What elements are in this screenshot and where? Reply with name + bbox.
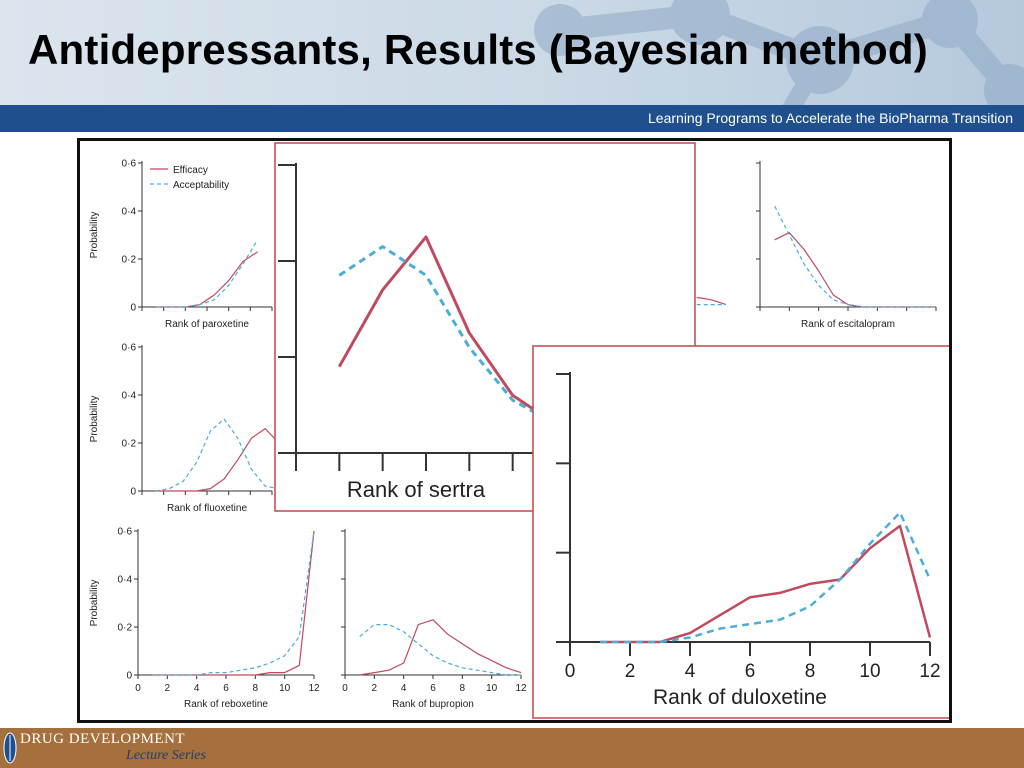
x-tick-label: 10 [486,683,498,694]
chart-reboxetine: 0·6 0·4 0·2 00 2 4 6 8 10 12 Rank of reboxetine Pro… [89,527,320,711]
charts-svg: 0·6 0·4 0·2 0 Rank of paroxetine Probability E… [89,142,949,719]
chart-fluoxetine: 0·6 0·4 0·2 0 Rank of fluoxetine Probability [89,343,280,514]
x-tick-label: 0 [135,683,141,694]
x-tick-label: 6 [430,683,436,694]
x-axis-label: Rank of reboxetine [184,699,268,710]
legend-label-efficacy: Efficacy [173,165,208,176]
y-tick-label: 0·6 [118,527,133,538]
y-tick-label: 0 [130,487,136,498]
x-tick-label: 4 [401,683,407,694]
y-tick-label: 0·2 [122,255,137,266]
series-line-acceptability [600,511,932,644]
x-tick-label: 4 [194,683,200,694]
footer-logo-subtext: Lecture Series [126,748,206,763]
series-line-efficacy [774,231,936,308]
x-axis-label: Rank of sertra [347,477,486,502]
x-tick-label: 6 [745,661,756,682]
y-tick-label: 0·6 [122,159,137,170]
y-axis-label: Probability [89,580,100,627]
x-axis-label: Rank of bupropion [392,699,474,710]
y-tick-label: 0·4 [122,391,137,402]
x-tick-label: 0 [565,661,576,682]
series-line-acceptability [774,205,936,308]
x-tick-label: 2 [372,683,378,694]
series-line-acceptability [156,239,259,308]
x-tick-label: 2 [625,661,636,682]
legend-label-acceptability: Acceptability [173,180,229,191]
x-tick-label: 10 [279,683,291,694]
chart-fluvoxamine-partial [696,296,727,306]
series-line-efficacy [337,235,557,426]
subtitle-text: Learning Programs to Accelerate the BioP… [648,110,1013,126]
header-banner: Antidepressants, Results (Bayesian metho… [0,0,1024,105]
footer-bar: DRUG DEVELOPMENT Lecture Series [0,728,1024,768]
x-axis-label: Rank of paroxetine [165,319,249,330]
chart-bupropion: 0 2 4 6 8 10 12 Rank of bupropion [341,529,527,710]
y-axis-label: Probability [89,396,100,443]
y-tick-label: 0·2 [118,623,133,634]
series-line-acceptability [155,418,279,492]
x-tick-label: 8 [460,683,466,694]
x-tick-label: 4 [685,661,696,682]
x-axis-label: Rank of escitalopram [801,319,895,330]
x-tick-label: 12 [919,661,940,682]
x-tick-label: 10 [859,661,880,682]
series-line-acceptability [338,245,557,426]
molecule-background-graphic [534,0,1024,105]
chart-duloxetine-zoom: 0 2 4 6 8 10 12 Rank of duloxetine [532,345,949,719]
chart-paroxetine: 0·6 0·4 0·2 0 Rank of paroxetine Probability E… [89,159,273,330]
x-tick-label: 12 [515,683,527,694]
logo-icon [3,732,17,764]
series-line-efficacy [152,530,315,676]
y-axis-label: Probability [89,212,100,259]
x-tick-label: 2 [165,683,171,694]
zoom-panel-duloxetine-zoom [532,345,949,719]
series-line-efficacy [359,619,522,676]
x-tick-label: 12 [308,683,320,694]
chart-escitalopram: Rank of escitalopram [756,161,937,330]
x-tick-label: 0 [342,683,348,694]
slide-title: Antidepressants, Results (Bayesian metho… [28,26,928,73]
footer-logo-text: DRUG DEVELOPMENT [20,731,186,747]
series-line-acceptability [152,530,315,676]
series-line-efficacy [696,296,727,306]
figure-frame: 0·6 0·4 0·2 0 Rank of paroxetine Probability E… [77,138,952,723]
series-line-efficacy [156,251,258,308]
x-tick-label: 6 [223,683,229,694]
x-tick-label: 8 [253,683,259,694]
y-tick-label: 0 [126,671,132,682]
series-line-acceptability [359,624,521,676]
y-tick-label: 0·4 [122,207,137,218]
y-tick-label: 0·4 [118,575,133,586]
x-axis-label: Rank of duloxetine [653,686,827,709]
subtitle-bar: Learning Programs to Accelerate the BioP… [0,105,1024,132]
y-tick-label: 0 [130,303,136,314]
y-tick-label: 0·2 [122,439,137,450]
x-axis-label: Rank of fluoxetine [167,503,247,514]
x-tick-label: 8 [805,661,816,682]
y-tick-label: 0·6 [122,343,137,354]
series-line-efficacy [155,428,280,492]
